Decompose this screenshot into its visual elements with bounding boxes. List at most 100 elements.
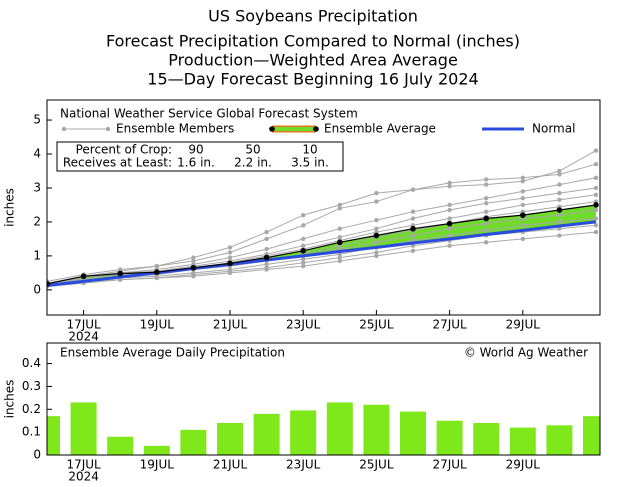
bar xyxy=(290,410,317,455)
x-tick-label: 17JUL xyxy=(66,318,101,332)
ensemble-member-point xyxy=(484,228,489,233)
ensemble-member-point xyxy=(337,235,342,240)
ensemble-member-point xyxy=(447,184,452,189)
legend-swatch xyxy=(269,126,275,132)
legend-label: Normal xyxy=(532,122,575,136)
ensemble-member-point xyxy=(593,223,599,228)
x-sublabel: 2024 xyxy=(68,470,99,484)
average-point xyxy=(300,248,307,254)
y-tick-label: 3 xyxy=(33,180,41,194)
ensemble-member-point xyxy=(264,246,269,252)
ensemble-member-point xyxy=(301,260,306,265)
average-point xyxy=(410,225,416,232)
plot-frame xyxy=(46,342,601,456)
legend-swatch xyxy=(105,126,111,132)
bar xyxy=(143,445,170,455)
crop-amount: 2.2 in. xyxy=(234,156,272,170)
x-tick-label: 17JUL xyxy=(66,458,101,472)
crop-table-box xyxy=(56,141,344,172)
ensemble-member-point xyxy=(557,172,562,177)
ensemble-member-point xyxy=(447,207,452,213)
bar xyxy=(436,420,463,455)
ensemble-member-point xyxy=(337,206,342,211)
ensemble-member-point xyxy=(484,201,489,206)
ensemble-member-point xyxy=(301,263,306,269)
ensemble-member-point xyxy=(410,216,416,221)
bar xyxy=(473,423,500,455)
ensemble-member-point xyxy=(337,255,342,260)
ensemble-member-point xyxy=(593,148,599,153)
average-point xyxy=(446,220,453,227)
ensemble-member-point xyxy=(410,248,416,254)
average-point xyxy=(154,269,160,276)
ensemble-member-point xyxy=(557,197,562,203)
average-point xyxy=(483,215,490,222)
bar xyxy=(509,427,536,455)
ensemble-member-point xyxy=(227,270,233,276)
bar xyxy=(583,416,600,455)
crop-amount: 3.5 in. xyxy=(291,156,329,170)
ensemble-member-point xyxy=(191,274,196,279)
ensemble-member-point xyxy=(227,250,233,255)
y-tick-label: 0 xyxy=(33,282,41,296)
bar xyxy=(253,413,280,455)
ensemble-member-point xyxy=(593,229,599,235)
ensemble-member-line xyxy=(47,218,597,286)
ensemble-member-point xyxy=(557,190,562,196)
ensemble-member-point xyxy=(410,209,416,214)
ensemble-member-point xyxy=(374,190,379,196)
chart-subtitle: 15—Day Forecast Beginning 16 July 2024 xyxy=(147,70,478,89)
y-tick-label: 0.1 xyxy=(22,425,41,439)
bar xyxy=(180,429,207,455)
ensemble-member-point xyxy=(593,192,599,197)
ensemble-member-point xyxy=(484,221,489,226)
ensemble-member-point xyxy=(557,219,562,225)
average-point xyxy=(190,264,197,271)
ensemble-member-point xyxy=(447,226,452,231)
ensemble-member-point xyxy=(301,257,306,262)
y-tick-label: 2 xyxy=(33,214,41,228)
ensemble-member-point xyxy=(520,189,525,194)
average-point xyxy=(227,260,233,267)
x-tick-label: 23JUL xyxy=(286,318,321,332)
ensemble-member-point xyxy=(264,262,269,267)
ensemble-member-point xyxy=(593,185,599,191)
y-tick-label: 1 xyxy=(33,248,41,262)
ensemble-member-point xyxy=(410,233,416,238)
bar xyxy=(217,423,243,455)
crop-table-label: Receives at Least: xyxy=(63,156,172,170)
bar xyxy=(400,411,426,455)
normal-line xyxy=(47,220,597,287)
ensemble-member-point xyxy=(374,226,379,231)
ensemble-member-line xyxy=(47,201,597,284)
ensemble-member-point xyxy=(154,275,159,281)
x-sublabel: 2024 xyxy=(68,330,99,344)
average-point xyxy=(47,280,50,287)
anomaly-fill xyxy=(47,205,596,286)
ensemble-member-point xyxy=(593,207,599,213)
legend-label: Ensemble Average xyxy=(324,122,436,136)
average-point xyxy=(520,212,526,218)
y-axis-label: inches xyxy=(3,188,17,227)
ensemble-member-point xyxy=(191,255,196,260)
legend-swatch xyxy=(61,126,67,132)
ensemble-member-point xyxy=(593,161,599,167)
bar xyxy=(326,402,353,455)
ensemble-member-point xyxy=(191,258,196,264)
x-tick-label: 25JUL xyxy=(359,318,394,332)
ensemble-member-point xyxy=(447,180,452,186)
average-point xyxy=(80,273,87,280)
ensemble-member-point xyxy=(447,233,452,238)
ensemble-member-point xyxy=(374,199,379,204)
x-tick-label: 23JUL xyxy=(286,458,321,472)
y-tick-label: 0.2 xyxy=(22,402,41,416)
ensemble-member-point xyxy=(337,202,342,208)
y-tick-label: 0.3 xyxy=(22,379,41,393)
ensemble-member-point xyxy=(484,209,489,214)
ensemble-member-point xyxy=(154,263,159,269)
plot-frame xyxy=(46,99,601,316)
ensemble-member-point xyxy=(374,218,379,223)
ensemble-member-point xyxy=(227,255,233,260)
x-tick-label: 25JUL xyxy=(359,458,394,472)
